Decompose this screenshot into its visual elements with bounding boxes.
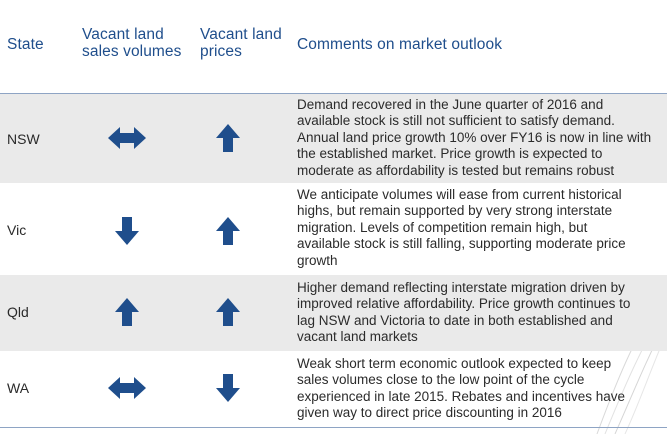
up-arrow-icon [207, 296, 249, 328]
comment-line: Weak short term economic outlook expecte… [297, 356, 612, 371]
comment-line: migration. Levels of competition remain … [297, 219, 588, 235]
comment-line: moderate as affordability is tested but … [297, 162, 615, 178]
header-prices: Vacant land prices [200, 26, 282, 60]
comment-line: sales volumes close to the low point of … [297, 372, 585, 388]
comment-line: vacant land markets [297, 329, 418, 345]
table-row-vic: Vic We anticipate volumes will ease from… [0, 183, 667, 275]
comment-line: improved relative affordability. Price g… [297, 296, 631, 312]
header-comments: Comments on market outlook [297, 36, 503, 53]
table-header: State Vacant land sales volumes Vacant l… [0, 0, 667, 93]
comment-line: lag NSW and Victoria to date in both est… [297, 312, 613, 328]
header-prices-line1: Vacant land [200, 26, 282, 43]
comment-line: available stock is still falling, suppor… [297, 236, 626, 252]
comment-line: We anticipate volumes will ease from cur… [297, 187, 622, 202]
comment-line: given way to direct price discounting in… [297, 405, 562, 421]
header-divider [0, 93, 667, 94]
comment-line: experienced in late 2015. Rebates and in… [297, 388, 625, 404]
comment-line: highs, but remain supported by very stro… [297, 203, 613, 219]
up-arrow-icon [106, 296, 148, 328]
table-row-wa: WA Weak short term economic outlook expe… [0, 351, 667, 427]
up-arrow-icon [207, 215, 249, 247]
comment-text: Weak short term economic outlook expecte… [297, 356, 663, 422]
header-state: State [7, 36, 44, 53]
header-volumes: Vacant land sales volumes [82, 26, 182, 60]
comment-line: the established market. Price growth is … [297, 146, 603, 162]
table-bottom-divider [0, 427, 667, 428]
header-volumes-line2: sales volumes [82, 43, 182, 60]
down-arrow-icon [106, 215, 148, 247]
comment-line: Higher demand reflecting interstate migr… [297, 280, 625, 295]
comment-line: available stock is still not sufficient … [297, 113, 615, 129]
comment-line: Demand recovered in the June quarter of … [297, 97, 604, 112]
header-prices-line2: prices [200, 43, 242, 60]
state-label: Vic [7, 222, 27, 238]
table-row-nsw: NSW Demand recovered in the June quarter… [0, 94, 667, 183]
comment-line: Annual land price growth 10% over FY16 i… [297, 129, 652, 145]
state-label: Qld [7, 304, 29, 320]
state-label: NSW [7, 131, 40, 147]
up-arrow-icon [207, 122, 249, 154]
state-label: WA [7, 380, 30, 396]
header-volumes-line1: Vacant land [82, 26, 164, 43]
comment-line: growth [297, 252, 338, 268]
double-arrow-icon [106, 122, 148, 154]
comment-text: Higher demand reflecting interstate migr… [297, 280, 663, 346]
double-arrow-icon [106, 372, 148, 404]
down-arrow-icon [207, 372, 249, 404]
comment-text: Demand recovered in the June quarter of … [297, 97, 663, 179]
table-row-qld: Qld Higher demand reflecting interstate … [0, 275, 667, 351]
comment-text: We anticipate volumes will ease from cur… [297, 187, 663, 269]
